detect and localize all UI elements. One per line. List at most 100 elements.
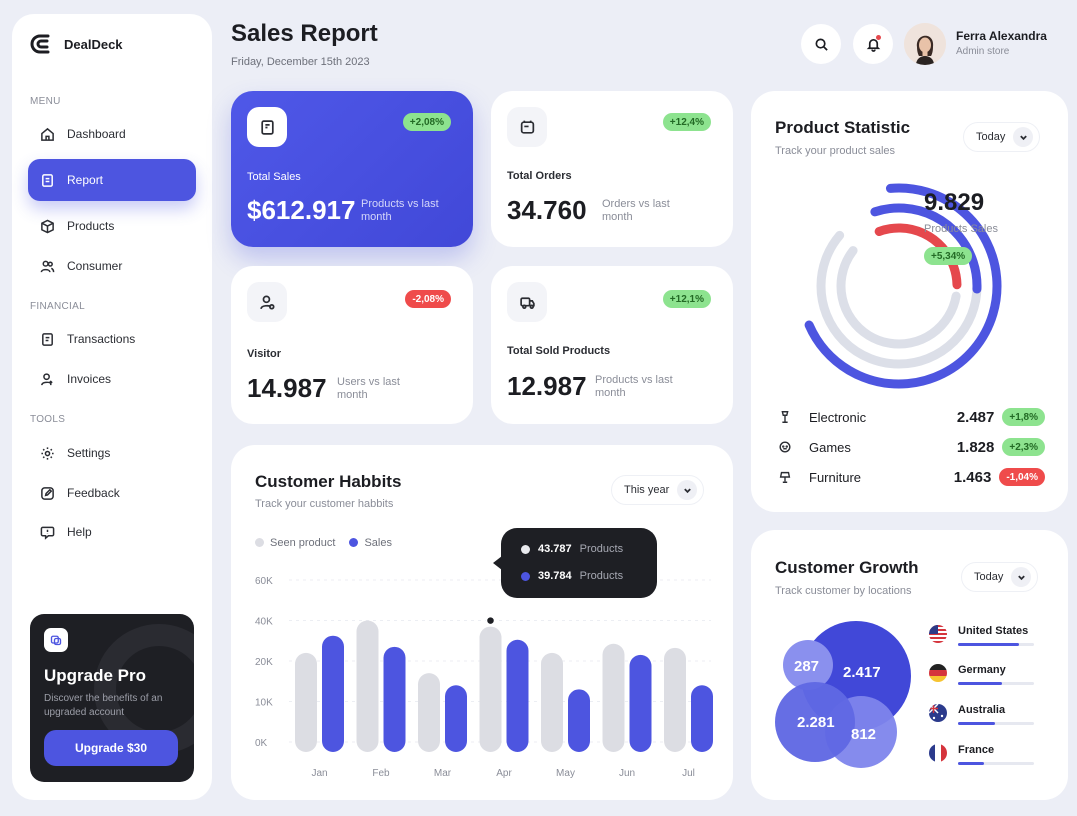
brand[interactable]: DealDeck — [30, 32, 123, 56]
user-name: Ferra Alexandra — [956, 29, 1047, 43]
sidebar-item-feedback[interactable]: Feedback — [28, 472, 196, 514]
upgrade-button[interactable]: Upgrade $30 — [44, 730, 178, 766]
change-badge: +2,08% — [402, 113, 451, 131]
bar-sales-feb — [383, 646, 406, 752]
dropdown-value: This year — [624, 484, 670, 496]
page-date: Friday, December 15th 2023 — [231, 56, 370, 68]
sidebar-item-settings[interactable]: Settings — [28, 432, 196, 474]
y-tick-label: 0K — [255, 738, 268, 749]
change-badge: +2,3% — [1002, 438, 1045, 456]
sidebar-item-label: Products — [67, 219, 115, 233]
y-tick-label: 20K — [255, 657, 273, 668]
bar-seen-may — [541, 652, 563, 752]
stat-row-furniture[interactable]: Furniture 1.463 -1,04% — [775, 464, 1045, 490]
product-statistic-card: Product Statistic Track your product sal… — [751, 91, 1068, 512]
sales-icon — [247, 107, 287, 147]
australia-flag-icon — [929, 704, 947, 722]
upgrade-icon — [44, 628, 68, 652]
stat-row-electronic[interactable]: Electronic 2.487 +1,8% — [775, 404, 1045, 430]
invoice-icon — [41, 372, 53, 385]
stat-row-value: 1.463 — [953, 468, 992, 486]
sidebar-item-consumer[interactable]: Consumer — [28, 245, 196, 287]
orders-icon — [507, 107, 547, 147]
dropdown-value: Today — [974, 571, 1004, 583]
period-dropdown[interactable]: Today — [961, 562, 1039, 592]
users-icon — [40, 260, 55, 272]
legend-label: Seen product — [270, 537, 336, 549]
bar-seen-apr — [479, 626, 502, 752]
country-name: France — [958, 744, 995, 756]
kpi-note: Products vs last month — [595, 374, 673, 399]
sidebar-item-help[interactable]: Help — [28, 511, 196, 553]
dealdeck-logo-icon — [30, 34, 50, 54]
bar-sales-jul — [691, 685, 713, 752]
legend-item-seen[interactable]: Seen product — [255, 537, 335, 549]
card-title: Product Statistic — [775, 118, 911, 137]
report-icon — [42, 173, 53, 187]
tooltip-anchor-dot — [485, 615, 496, 626]
stat-row-games[interactable]: Games 1.828 +2,3% — [775, 434, 1045, 460]
lamp-icon — [775, 467, 795, 487]
change-badge: +12,1% — [662, 290, 711, 308]
x-tick-label: May — [556, 768, 575, 779]
legend-item-sales[interactable]: Sales — [349, 537, 392, 549]
x-tick-label: Mar — [434, 768, 452, 779]
sidebar-item-dashboard[interactable]: Dashboard — [28, 113, 196, 155]
period-dropdown[interactable]: Today — [963, 122, 1041, 152]
sidebar-item-invoices[interactable]: Invoices — [28, 358, 196, 400]
sidebar-item-label: Report — [67, 173, 104, 187]
y-tick-label: 10K — [255, 698, 273, 709]
tooltip-value: 39.784 — [538, 570, 572, 582]
sidebar-item-report[interactable]: Report — [28, 159, 196, 201]
change-badge: -2,08% — [405, 290, 451, 308]
kpi-note: Users vs last month — [337, 376, 400, 401]
sidebar-item-label: Consumer — [67, 259, 123, 273]
stat-row-name: Electronic — [809, 409, 867, 425]
gamepad-icon — [775, 437, 795, 457]
bar-sales-mar — [445, 685, 467, 752]
notifications-button[interactable] — [853, 24, 893, 64]
kpi-total-orders[interactable]: +12,4% Total Orders 34.760 Orders vs las… — [491, 91, 733, 247]
gear-icon — [41, 446, 54, 460]
x-tick-label: Jul — [682, 768, 695, 779]
kpi-note: Orders vs last month — [602, 198, 670, 223]
chart-tooltip: 43.787 Products 39.784 Products — [493, 528, 657, 598]
kpi-total-sold-products[interactable]: +12,1% Total Sold Products 12.987 Produc… — [491, 266, 733, 424]
stat-change-badge: +5,34% — [924, 247, 973, 265]
stat-total: 9.829 — [924, 189, 985, 216]
upgrade-card: Upgrade Pro Discover the benefits of an … — [30, 614, 194, 782]
nav-section-tools: TOOLS — [30, 414, 66, 425]
stat-total-label: Products Sales — [924, 223, 998, 235]
kpi-visitor[interactable]: -2,08% Visitor 14.987 Users vs last mont… — [231, 266, 473, 424]
sidebar-item-products[interactable]: Products — [28, 205, 196, 247]
bar-seen-feb — [356, 620, 379, 752]
kpi-value: $612.917 — [247, 195, 356, 225]
kpi-label: Total Orders — [507, 170, 572, 182]
kpi-total-sales[interactable]: +2,08% Total Sales $612.917 Products vs … — [231, 91, 473, 247]
kpi-label: Visitor — [247, 348, 282, 360]
bubble-287[interactable] — [783, 640, 833, 690]
avatar[interactable] — [904, 23, 946, 65]
bar-seen-jan — [295, 652, 317, 752]
dropdown-value: Today — [976, 131, 1006, 143]
x-tick-label: Apr — [496, 768, 512, 779]
bar-chart: 60K 40K 20K 10K 0K Jan Feb Mar Apr May Jun Jul — [255, 576, 713, 779]
sidebar-item-transactions[interactable]: Transactions — [28, 318, 196, 360]
tooltip-row: 39.784 Products — [521, 570, 623, 582]
kpi-value: 34.760 — [507, 195, 587, 225]
search-button[interactable] — [801, 24, 841, 64]
kpi-value: 12.987 — [507, 371, 587, 401]
bar-seen-mar — [418, 673, 440, 752]
period-dropdown[interactable]: This year — [611, 475, 705, 505]
bubble-label: 812 — [851, 726, 877, 743]
change-badge: +1,8% — [1002, 408, 1045, 426]
kpi-label: Total Sold Products — [507, 345, 611, 357]
us-flag-icon — [929, 625, 947, 643]
sidebar-item-label: Transactions — [67, 332, 136, 346]
notification-dot — [876, 35, 881, 40]
x-tick-label: Feb — [372, 768, 390, 779]
stat-row-name: Games — [809, 439, 851, 455]
sidebar-item-label: Invoices — [67, 372, 112, 386]
country-progress — [958, 682, 1034, 685]
bubble-2281[interactable] — [775, 682, 855, 762]
